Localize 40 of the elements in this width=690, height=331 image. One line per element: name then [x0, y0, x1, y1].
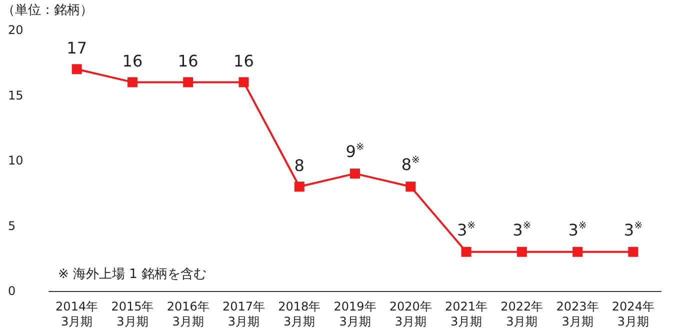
data-label: 16: [234, 52, 254, 71]
point: [461, 246, 472, 257]
x-tick-label: 2023年 3月期: [556, 300, 599, 328]
data-label: 3※: [456, 220, 476, 240]
point: [183, 77, 194, 88]
point: [72, 64, 82, 74]
y-axis-title: （単位：銘柄）: [2, 3, 93, 18]
data-label: 8: [294, 156, 304, 176]
x-tick-label: 2022年 3月期: [500, 300, 544, 328]
x-tick-label: 2020年 3月期: [389, 300, 432, 328]
point: [350, 168, 360, 179]
data-label: 3※: [568, 220, 587, 240]
y-tick-label: 5: [8, 218, 16, 233]
data-label: 8※: [401, 155, 420, 174]
point: [406, 182, 416, 192]
point: [238, 77, 249, 88]
point: [516, 246, 527, 257]
data-label: 16: [178, 52, 198, 71]
x-tick-label: 2024年 3月期: [612, 300, 654, 328]
data-label: 9※: [346, 142, 364, 162]
x-tick-label: 2018年 3月期: [278, 300, 321, 328]
point: [572, 246, 583, 257]
point: [127, 77, 138, 88]
data-label: 16: [122, 52, 143, 71]
y-tick-label: 0: [8, 284, 16, 298]
y-tick-label: 20: [8, 23, 24, 37]
x-tick-label: 2014年 3月期: [56, 300, 98, 328]
data-label: 3※: [512, 220, 532, 240]
point: [294, 182, 304, 192]
y-tick-label: 15: [8, 88, 24, 102]
annotation: ※ 海外上場 1 銘柄を含む: [58, 267, 207, 282]
data-label: 17: [66, 38, 87, 58]
x-tick-label: 2015年 3月期: [111, 300, 154, 328]
x-tick-label: 2017年 3月期: [222, 300, 265, 328]
data-label: 3※: [624, 220, 642, 240]
x-tick-label: 2021年 3月期: [445, 300, 488, 328]
y-tick-label: 10: [8, 154, 24, 168]
point: [628, 246, 638, 257]
x-tick-label: 2016年 3月期: [166, 300, 210, 328]
x-tick-label: 2019年 3月期: [334, 300, 376, 328]
